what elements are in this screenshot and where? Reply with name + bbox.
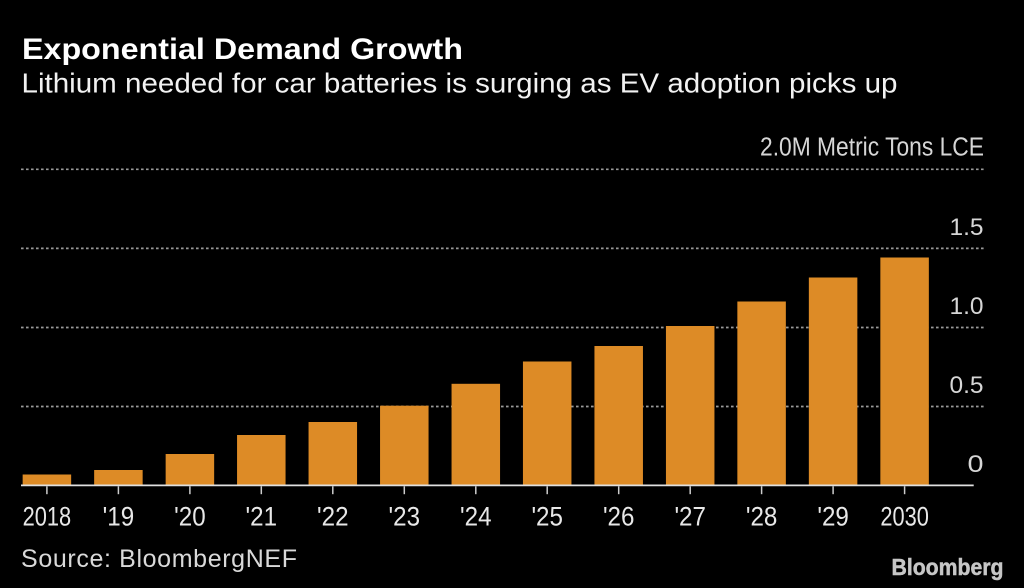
svg-text:'25: '25 <box>531 502 563 532</box>
svg-text:'23: '23 <box>389 502 421 532</box>
svg-text:2.0M Metric Tons LCE: 2.0M Metric Tons LCE <box>760 134 984 162</box>
svg-text:1.5: 1.5 <box>949 214 983 241</box>
svg-text:0: 0 <box>968 451 984 478</box>
svg-text:'21: '21 <box>246 502 278 532</box>
svg-text:'20: '20 <box>174 502 206 532</box>
svg-text:'29: '29 <box>817 502 849 532</box>
svg-text:'22: '22 <box>317 502 349 532</box>
svg-text:Exponential Demand Growth: Exponential Demand Growth <box>22 33 463 66</box>
svg-text:'19: '19 <box>103 502 135 532</box>
svg-text:'27: '27 <box>674 502 706 532</box>
svg-text:'24: '24 <box>460 502 492 532</box>
svg-text:2018: 2018 <box>23 502 72 532</box>
svg-text:0.5: 0.5 <box>949 372 983 399</box>
svg-text:Bloomberg: Bloomberg <box>892 554 1004 580</box>
svg-text:'28: '28 <box>746 502 778 532</box>
svg-text:2030: 2030 <box>880 502 929 532</box>
svg-text:'26: '26 <box>603 502 635 532</box>
svg-text:Source: BloombergNEF: Source: BloombergNEF <box>21 545 297 573</box>
svg-text:Lithium needed for car batteri: Lithium needed for car batteries is surg… <box>22 68 898 99</box>
svg-text:1.0: 1.0 <box>949 293 983 320</box>
